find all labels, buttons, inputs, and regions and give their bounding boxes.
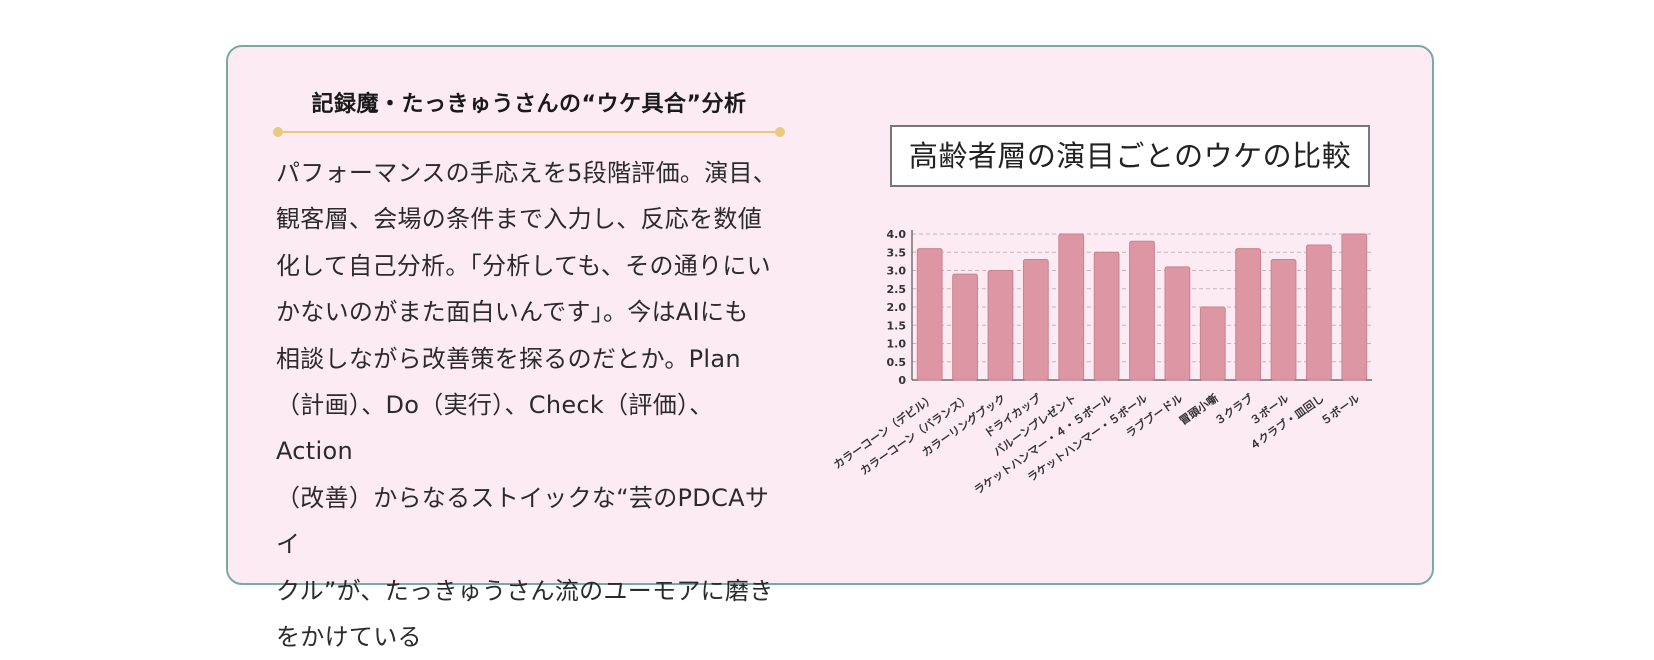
bar xyxy=(952,273,978,381)
bar-chart: 00.51.01.52.02.53.03.54.0カラーコーン（デビル）カラーコ… xyxy=(831,228,1372,497)
article-body: パフォーマンスの手応えを5段階評価。演目、 観客層、会場の条件まで入力し、反応を… xyxy=(276,159,778,652)
y-tick-label: 1.5 xyxy=(887,319,907,332)
bar xyxy=(1270,259,1297,381)
bar xyxy=(1199,306,1226,381)
bar xyxy=(1341,233,1368,381)
divider-dot-left xyxy=(273,127,283,137)
y-tick-label: 0 xyxy=(898,374,906,387)
bar xyxy=(987,270,1014,381)
y-tick-label: 0.5 xyxy=(887,356,907,369)
y-tick-label: 3.5 xyxy=(887,246,907,259)
bar xyxy=(1022,259,1049,381)
bar xyxy=(1306,244,1332,381)
bar xyxy=(1058,233,1085,381)
chart-title-box: 高齢者層の演目ごとのウケの比較 xyxy=(890,125,1370,187)
bar xyxy=(1164,266,1191,381)
bar xyxy=(1093,251,1120,381)
bar xyxy=(1129,240,1155,381)
y-tick-label: 2.5 xyxy=(887,283,907,296)
y-tick-label: 1.0 xyxy=(887,338,907,351)
x-tick-label: ３クラブ xyxy=(1212,391,1256,428)
article-heading: 記録魔・たっきゅうさんの“ウケ具合”分析 xyxy=(311,92,747,117)
y-tick-label: 3.0 xyxy=(887,265,907,278)
x-tick-label: ５ボール xyxy=(1318,391,1362,428)
bar xyxy=(916,248,943,381)
y-tick-label: 4.0 xyxy=(887,228,907,241)
divider-dot-right xyxy=(775,127,785,137)
y-tick-label: 2.0 xyxy=(887,301,907,314)
bar xyxy=(1235,248,1262,381)
chart-title: 高齢者層の演目ごとのウケの比較 xyxy=(908,139,1352,173)
x-tick-label: 冒頭小噺 xyxy=(1176,391,1220,428)
heading-divider xyxy=(278,131,780,133)
